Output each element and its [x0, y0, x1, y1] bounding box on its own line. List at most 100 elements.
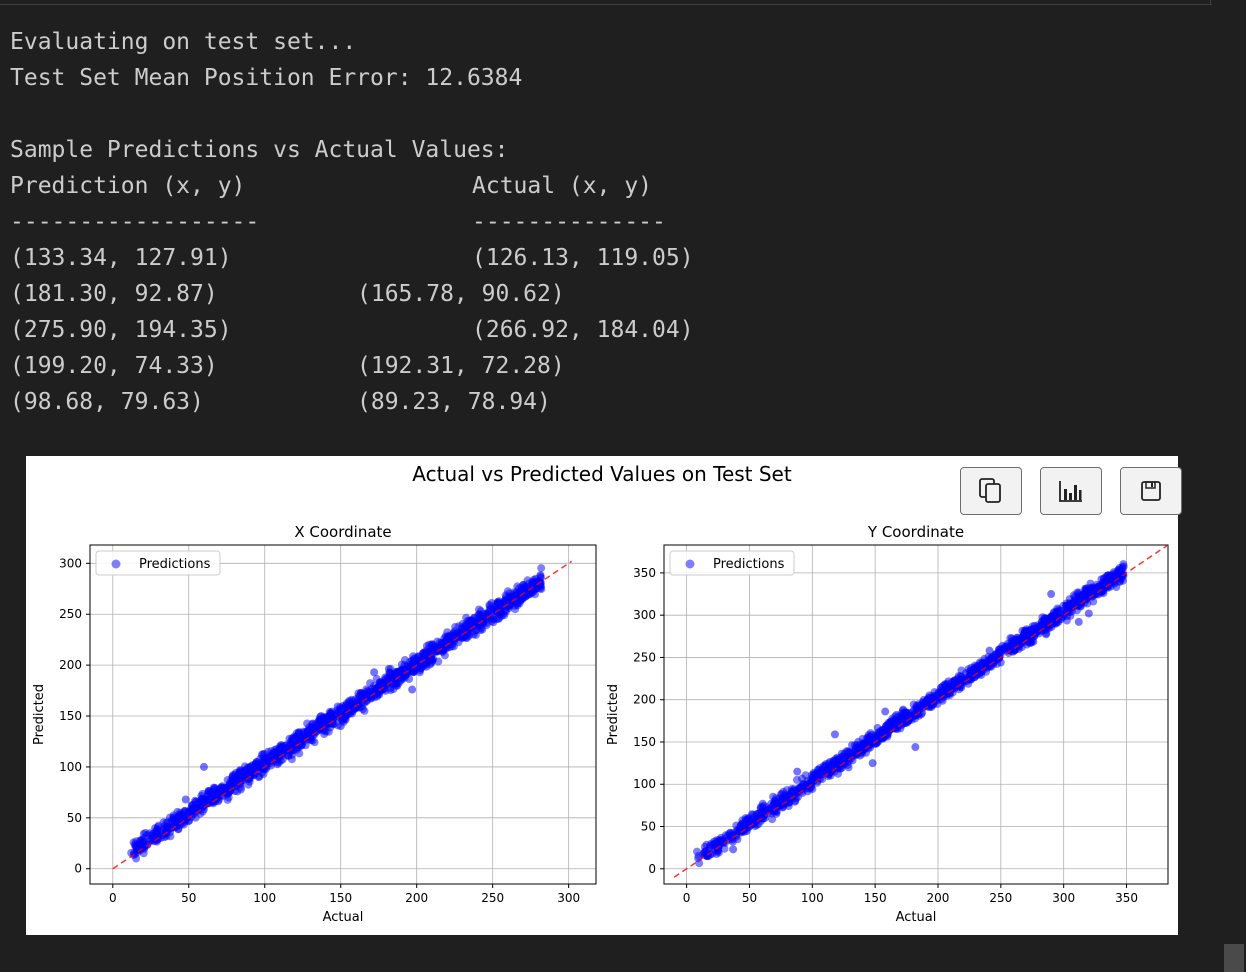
prediction-point [1070, 597, 1079, 606]
subplot-title: Y Coordinate [867, 523, 964, 541]
prediction-point [408, 685, 417, 694]
prediction-point [451, 623, 460, 631]
prediction-point [339, 715, 348, 724]
prediction-point [1062, 616, 1071, 625]
prediction-point [323, 714, 332, 723]
prediction-point [1047, 612, 1056, 621]
prediction-point [376, 678, 384, 686]
prediction-point [766, 804, 775, 813]
prediction-point [458, 634, 466, 642]
x-axis-label: Actual [323, 910, 364, 925]
row-4-prediction: (199.20, 74.33) [10, 353, 218, 379]
prediction-point [537, 564, 546, 573]
subplot-1: 0 50 100 150 200 250 300 0 50 100 150 200 250 300 X Co… [32, 523, 597, 925]
prediction-point [923, 698, 932, 707]
prediction-point [181, 795, 190, 804]
prediction-point [726, 828, 735, 837]
prediction-point [1006, 634, 1015, 643]
prediction-point [966, 666, 975, 675]
prediction-point [194, 798, 203, 807]
x-tick-label: 300 [557, 891, 580, 905]
prediction-point [272, 745, 281, 754]
x-tick-label: 0 [109, 891, 117, 905]
prediction-point [231, 768, 240, 777]
y-tick-label: 100 [633, 777, 656, 791]
prediction-point [892, 710, 901, 719]
prediction-point [233, 787, 242, 796]
scrollbar-thumb[interactable] [1224, 944, 1244, 972]
chart-button[interactable] [1040, 467, 1102, 515]
prediction-point [536, 571, 545, 580]
prediction-point [858, 740, 867, 749]
prediction-point [418, 661, 427, 670]
save-button[interactable] [1120, 467, 1182, 515]
prediction-point [139, 849, 148, 858]
prediction-point [1062, 601, 1071, 610]
prediction-point [1074, 617, 1083, 626]
separator-prediction: ------------------ [10, 209, 260, 235]
prediction-point [791, 796, 800, 805]
prediction-point [830, 730, 839, 739]
prediction-point [1047, 590, 1056, 599]
subplot-2: 0 50 100 150 200 250 300 350 0 50 100 150 200 250 300 3… [606, 523, 1169, 925]
prediction-point [935, 693, 944, 702]
y-axis-label: Predicted [32, 684, 47, 745]
axes-frame [663, 544, 1169, 885]
prediction-point [199, 762, 208, 771]
prediction-point [868, 759, 877, 768]
y-tick-label: 150 [59, 709, 82, 723]
row-4-actual: (192.31, 72.28) [357, 353, 565, 379]
figure-canvas: Actual vs Predicted Values on Test Set 0… [32, 462, 1169, 925]
copy-button[interactable] [960, 467, 1022, 515]
prediction-point [717, 833, 726, 842]
prediction-point [874, 732, 883, 741]
prediction-point [1000, 643, 1009, 651]
legend: Predictions [95, 550, 221, 576]
ideal-fit-line [673, 545, 1168, 878]
row-5-prediction: (98.68, 79.63) [10, 389, 204, 415]
prediction-point [165, 822, 174, 831]
y-tick-label: 350 [633, 566, 656, 580]
row-3-actual: (266.92, 184.04) [472, 317, 694, 343]
prediction-point [370, 668, 379, 677]
save-icon [1141, 481, 1161, 501]
header-prediction: Prediction (x, y) [10, 173, 246, 199]
figure-suptitle: Actual vs Predicted Values on Test Set [412, 462, 792, 486]
prediction-point [995, 648, 1004, 656]
cell-top-border-corner [1210, 0, 1211, 5]
y-tick-label: 150 [633, 735, 656, 749]
prediction-point [778, 793, 787, 802]
prediction-point [261, 756, 269, 764]
legend: Predictions [669, 550, 795, 576]
prediction-point [198, 807, 207, 816]
prediction-point [793, 767, 802, 776]
y-tick-label: 100 [59, 760, 82, 774]
prediction-point [384, 665, 393, 673]
prediction-point [429, 642, 438, 651]
figure-output: Actual vs Predicted Values on Test Set 0… [26, 456, 1178, 935]
x-tick-label: 300 [1052, 891, 1075, 905]
output-line-mean-error: Test Set Mean Position Error: 12.6384 [10, 65, 523, 91]
copy-icon [979, 478, 1001, 503]
subplot-title: X Coordinate [294, 523, 391, 541]
x-tick-label: 50 [742, 891, 757, 905]
y-tick-label: 300 [633, 608, 656, 622]
cell-top-border [0, 4, 1212, 5]
x-tick-label: 100 [801, 891, 824, 905]
prediction-point [348, 697, 357, 706]
prediction-point [288, 734, 297, 743]
prediction-point [747, 810, 756, 819]
prediction-point [405, 675, 414, 683]
y-tick-label: 300 [59, 556, 82, 570]
row-2-actual: (165.78, 90.62) [357, 281, 565, 307]
prediction-point [245, 763, 254, 772]
prediction-point [536, 582, 545, 591]
prediction-point [495, 597, 503, 606]
row-1-prediction: (133.34, 127.91) [10, 245, 232, 271]
prediction-point [829, 756, 838, 765]
prediction-point [295, 728, 304, 737]
prediction-point [336, 722, 345, 731]
prediction-point [1077, 593, 1086, 602]
prediction-point [882, 721, 891, 730]
y-tick-label: 50 [67, 811, 82, 825]
